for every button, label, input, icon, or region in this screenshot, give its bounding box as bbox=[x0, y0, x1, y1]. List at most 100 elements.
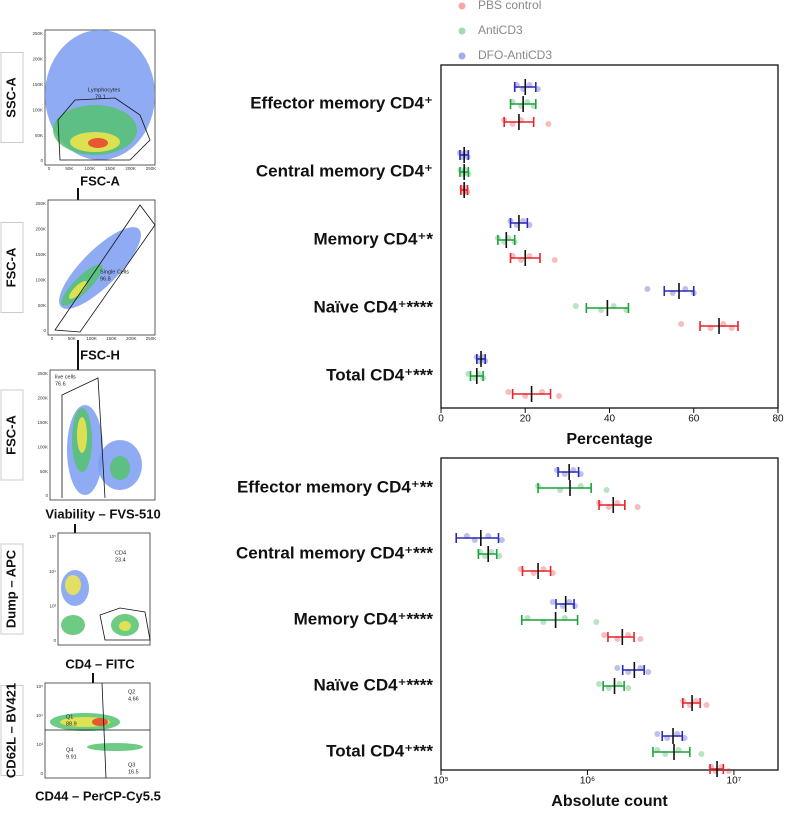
density-blob bbox=[110, 456, 130, 480]
gate bbox=[45, 682, 150, 779]
x-tick-label: 40 bbox=[604, 414, 616, 425]
x-tick-label: 10⁷ bbox=[727, 776, 742, 787]
x-tick-label: 0 bbox=[438, 414, 444, 425]
y-tick-label: 0 bbox=[43, 328, 46, 333]
gate-label: 79.1 bbox=[95, 94, 106, 100]
x-axis-label: Viability – FVS-510 bbox=[45, 506, 160, 521]
y-tick-label: 0 bbox=[40, 158, 43, 163]
legend-marker bbox=[458, 52, 466, 60]
x-tick-label: 50K bbox=[68, 336, 76, 341]
gate-label: Q2 bbox=[128, 689, 135, 695]
gate-label: 88.9 bbox=[66, 721, 77, 727]
data-point bbox=[596, 681, 603, 687]
data-point bbox=[498, 537, 505, 543]
y-tick-label: 250K bbox=[35, 201, 46, 206]
gate-label: 96.8 bbox=[100, 276, 111, 282]
gate-label: live cells bbox=[55, 374, 76, 380]
legend-label: PBS control bbox=[478, 0, 541, 12]
gate-label: 23.4 bbox=[115, 557, 126, 563]
density-blob bbox=[119, 621, 131, 631]
gate bbox=[61, 377, 106, 499]
y-label-box bbox=[0, 543, 24, 635]
data-point bbox=[614, 665, 621, 671]
y-tick-label: 10⁵ bbox=[36, 684, 43, 689]
category-label: Memory CD4⁺* bbox=[313, 229, 433, 248]
x-axis-label: CD4 – FITC bbox=[65, 656, 135, 671]
data-point bbox=[634, 504, 641, 510]
x-tick-label: 100K bbox=[85, 166, 96, 171]
y-tick-label: 10⁴ bbox=[36, 713, 43, 718]
data-point bbox=[678, 321, 685, 327]
gate-label: Q1 bbox=[66, 714, 73, 720]
data-point bbox=[698, 751, 705, 757]
x-tick-label: 10⁵ bbox=[433, 776, 448, 787]
data-point bbox=[555, 393, 562, 399]
data-point bbox=[725, 768, 732, 774]
density-blob bbox=[88, 138, 108, 148]
x-tick-label: 100K bbox=[86, 336, 97, 341]
legend-marker bbox=[458, 27, 466, 35]
y-tick-label: 10⁵ bbox=[49, 534, 56, 539]
density-blob bbox=[87, 743, 143, 751]
x-axis-title: Absolute count bbox=[551, 793, 668, 810]
density-blob bbox=[65, 575, 81, 595]
data-point bbox=[644, 286, 651, 292]
gate-label: Single Cells bbox=[100, 269, 129, 275]
gate bbox=[99, 607, 151, 641]
x-tick-label: 150K bbox=[106, 336, 117, 341]
gate-label: 76.6 bbox=[55, 381, 66, 387]
y-tick-label: 50K bbox=[38, 303, 46, 308]
x-tick-label: 80 bbox=[772, 414, 784, 425]
gate-label: Lymphocytes bbox=[88, 87, 120, 93]
y-label-box bbox=[0, 685, 24, 776]
y-axis-label: CD62L – BV421 bbox=[3, 683, 18, 778]
x-tick-label: 0 bbox=[48, 166, 51, 171]
data-point bbox=[601, 632, 608, 638]
y-axis-label: FSC-A bbox=[3, 247, 18, 287]
x-axis-label: FSC-A bbox=[80, 173, 120, 188]
data-point bbox=[654, 731, 661, 737]
gate-label: CD4 bbox=[115, 550, 126, 556]
data-point bbox=[645, 669, 652, 675]
x-tick-label: 250K bbox=[146, 166, 157, 171]
x-tick-label: 200K bbox=[125, 166, 136, 171]
data-point bbox=[496, 553, 503, 559]
gate-label: 16.5 bbox=[128, 769, 139, 775]
y-tick-label: 250K bbox=[32, 31, 43, 36]
y-tick-label: 0 bbox=[45, 493, 48, 498]
legend-label: AntiCD3 bbox=[478, 23, 523, 37]
category-label: Total CD4⁺*** bbox=[326, 741, 433, 760]
x-tick-label: 0 bbox=[51, 336, 54, 341]
category-label: Total CD4⁺*** bbox=[326, 365, 433, 384]
data-point bbox=[572, 303, 579, 309]
category-label: Naïve CD4⁺**** bbox=[313, 675, 433, 694]
x-tick-label: 250K bbox=[146, 336, 157, 341]
x-tick-label: 60 bbox=[688, 414, 700, 425]
y-tick-label: 100K bbox=[35, 277, 46, 282]
data-point bbox=[551, 257, 558, 263]
y-axis-label: Dump – APC bbox=[3, 549, 18, 628]
data-point bbox=[625, 685, 632, 691]
y-axis-label: SSC-A bbox=[3, 77, 18, 118]
y-tick-label: 250K bbox=[37, 371, 48, 376]
gate-label: Q4 bbox=[66, 747, 73, 753]
gate-label: 4.66 bbox=[128, 696, 139, 702]
x-tick-label: 10⁶ bbox=[580, 776, 595, 787]
y-tick-label: 50K bbox=[35, 133, 43, 138]
plot-frame bbox=[440, 64, 779, 409]
category-label: Central memory CD4⁺ bbox=[256, 161, 433, 180]
y-tick-label: 200K bbox=[37, 396, 48, 401]
x-tick-label: 50K bbox=[65, 166, 73, 171]
data-point bbox=[549, 599, 556, 605]
y-tick-label: 10⁴ bbox=[49, 569, 56, 574]
gate-label: 9.91 bbox=[66, 754, 77, 760]
density-blob bbox=[69, 281, 87, 299]
data-point bbox=[637, 636, 644, 642]
y-axis-label: FSC-A bbox=[3, 415, 18, 455]
category-label: Central memory CD4⁺*** bbox=[236, 543, 433, 562]
x-axis-title: Percentage bbox=[566, 431, 652, 448]
y-label-box bbox=[0, 52, 24, 143]
y-tick-label: 100K bbox=[32, 107, 43, 112]
x-tick-label: 150K bbox=[105, 166, 116, 171]
